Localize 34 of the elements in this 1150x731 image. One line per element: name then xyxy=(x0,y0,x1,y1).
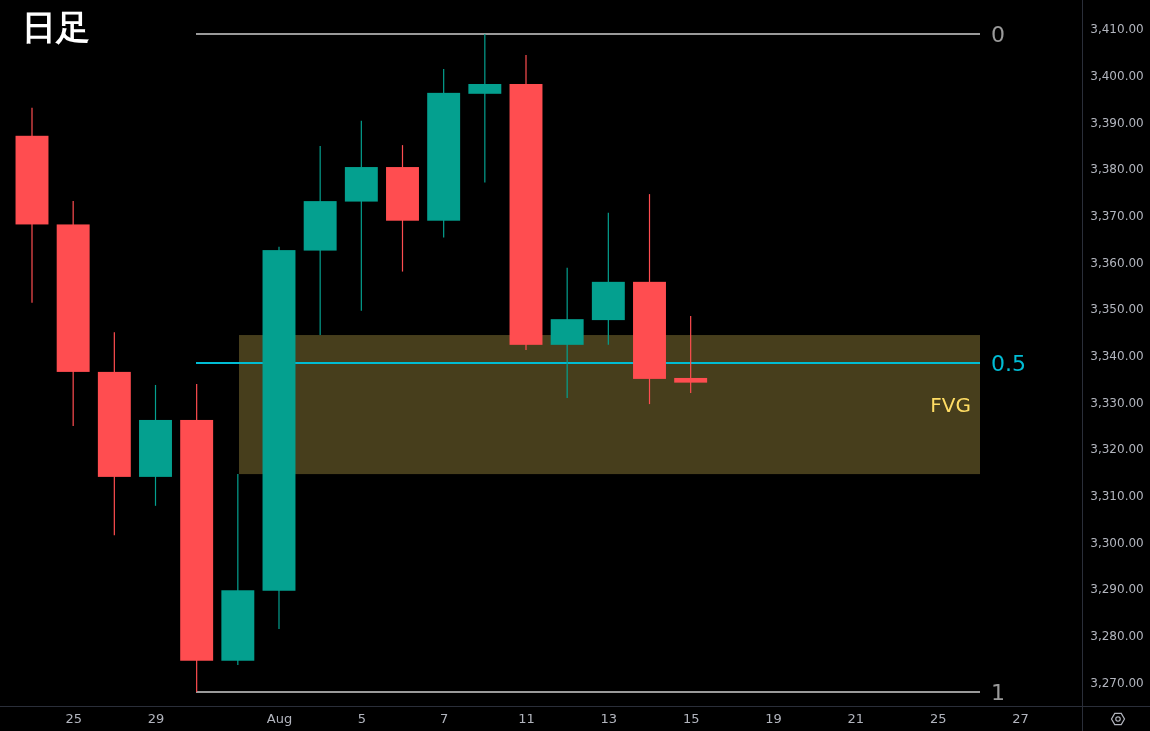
candlestick xyxy=(674,315,708,394)
x-tick-label: 11 xyxy=(518,711,535,727)
y-tick-label: 3,320.00 xyxy=(1090,442,1144,457)
y-tick-label: 3,410.00 xyxy=(1090,22,1144,37)
y-tick-label: 3,370.00 xyxy=(1090,208,1144,223)
y-tick-label: 3,290.00 xyxy=(1090,582,1144,597)
y-tick-label: 3,310.00 xyxy=(1090,488,1144,503)
x-tick-label: 25 xyxy=(929,711,947,727)
annotation: 0 xyxy=(991,21,1005,47)
y-tick-label: 3,360.00 xyxy=(1090,255,1144,270)
y-tick-label: 3,380.00 xyxy=(1090,162,1144,177)
y-tick-label: 3,270.00 xyxy=(1090,675,1144,690)
x-tick-label: 13 xyxy=(600,711,618,727)
x-tick-label: 21 xyxy=(847,711,865,727)
x-tick-label: 25 xyxy=(65,711,82,727)
x-tick-label: 19 xyxy=(765,711,782,727)
y-tick-label: 3,340.00 xyxy=(1090,348,1144,363)
x-tick-label: Aug xyxy=(266,711,293,727)
x-tick-label: 29 xyxy=(147,711,165,727)
annotation: 0.5 xyxy=(991,350,1026,376)
annotation: 1 xyxy=(991,679,1005,705)
y-tick-label: 3,400.00 xyxy=(1090,68,1144,83)
chart-title: 日足 xyxy=(22,7,90,47)
y-tick-label: 3,330.00 xyxy=(1090,395,1144,410)
candlestick xyxy=(468,33,502,184)
band-label: FVG xyxy=(930,392,971,417)
x-tick-label: 7 xyxy=(440,711,449,727)
y-tick-label: 3,390.00 xyxy=(1090,115,1144,130)
x-tick-label: 15 xyxy=(682,711,700,727)
x-tick-label: 27 xyxy=(1012,711,1029,727)
y-tick-label: 3,280.00 xyxy=(1090,628,1144,643)
y-tick-label: 3,300.00 xyxy=(1090,535,1144,550)
x-tick-label: 5 xyxy=(357,711,366,727)
y-tick-label: 3,350.00 xyxy=(1090,302,1144,317)
